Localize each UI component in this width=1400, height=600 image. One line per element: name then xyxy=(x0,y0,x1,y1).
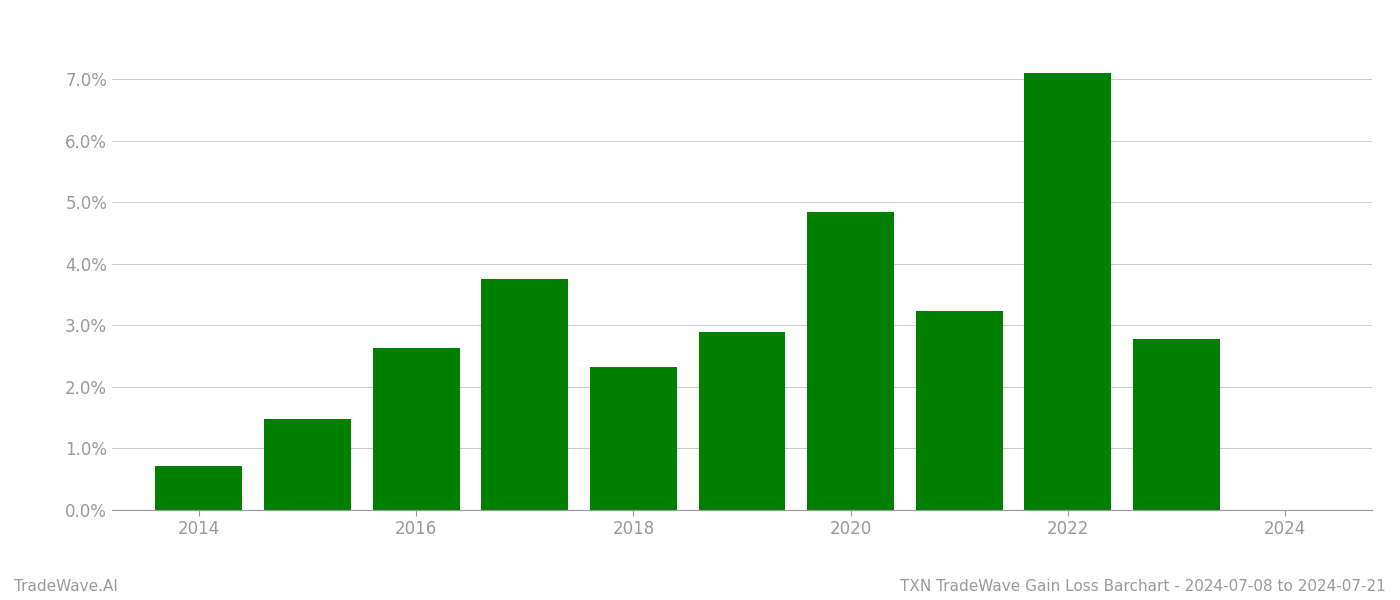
Bar xyxy=(916,311,1002,510)
Bar xyxy=(372,348,459,510)
Bar xyxy=(155,466,242,510)
Text: TXN TradeWave Gain Loss Barchart - 2024-07-08 to 2024-07-21: TXN TradeWave Gain Loss Barchart - 2024-… xyxy=(900,579,1386,594)
Bar xyxy=(589,367,676,510)
Bar xyxy=(699,332,785,510)
Bar xyxy=(1133,339,1219,510)
Bar xyxy=(808,212,895,510)
Bar xyxy=(1025,73,1112,510)
Text: TradeWave.AI: TradeWave.AI xyxy=(14,579,118,594)
Bar xyxy=(482,279,568,510)
Bar xyxy=(265,419,351,510)
